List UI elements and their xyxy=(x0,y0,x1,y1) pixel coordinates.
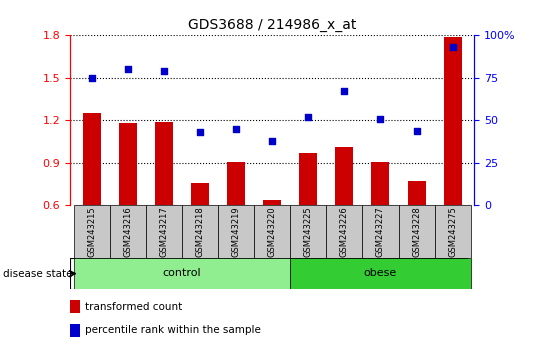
Title: GDS3688 / 214986_x_at: GDS3688 / 214986_x_at xyxy=(188,18,356,32)
Point xyxy=(376,116,385,121)
Text: GSM243215: GSM243215 xyxy=(87,206,96,257)
Point xyxy=(268,138,277,144)
Text: GSM243275: GSM243275 xyxy=(448,206,457,257)
Point xyxy=(87,75,96,81)
Bar xyxy=(398,205,434,258)
Bar xyxy=(155,122,173,205)
Text: transformed count: transformed count xyxy=(85,302,183,312)
Point xyxy=(232,126,240,132)
Bar xyxy=(110,205,146,258)
Bar xyxy=(444,37,462,205)
Text: GSM243220: GSM243220 xyxy=(268,206,277,257)
Bar xyxy=(407,181,426,205)
Text: obese: obese xyxy=(364,268,397,279)
Point xyxy=(340,88,349,94)
Bar xyxy=(290,258,471,289)
Bar xyxy=(299,153,317,205)
Point xyxy=(196,130,204,135)
Bar xyxy=(254,205,290,258)
Text: GSM243217: GSM243217 xyxy=(160,206,168,257)
Bar xyxy=(74,205,110,258)
Bar xyxy=(74,258,290,289)
Text: GSM243225: GSM243225 xyxy=(304,206,313,257)
Bar xyxy=(434,205,471,258)
Bar xyxy=(70,300,80,314)
Point xyxy=(160,68,168,74)
Bar xyxy=(218,205,254,258)
Bar xyxy=(146,205,182,258)
Bar xyxy=(326,205,362,258)
Text: control: control xyxy=(163,268,201,279)
Bar xyxy=(371,162,390,205)
Bar xyxy=(263,200,281,205)
Text: GSM243227: GSM243227 xyxy=(376,206,385,257)
Bar xyxy=(182,205,218,258)
Bar xyxy=(335,147,354,205)
Point xyxy=(123,67,132,72)
Text: GSM243216: GSM243216 xyxy=(123,206,132,257)
Text: GSM243228: GSM243228 xyxy=(412,206,421,257)
Bar xyxy=(119,123,137,205)
Point xyxy=(304,114,313,120)
Text: GSM243219: GSM243219 xyxy=(232,206,240,257)
Text: GSM243218: GSM243218 xyxy=(196,206,204,257)
Bar xyxy=(290,205,326,258)
Bar xyxy=(362,205,398,258)
Bar xyxy=(191,183,209,205)
Point xyxy=(412,128,421,133)
Bar xyxy=(227,162,245,205)
Text: percentile rank within the sample: percentile rank within the sample xyxy=(85,325,261,336)
Point xyxy=(448,45,457,50)
Text: GSM243226: GSM243226 xyxy=(340,206,349,257)
Bar xyxy=(70,324,80,337)
Text: disease state: disease state xyxy=(3,269,72,279)
Bar xyxy=(82,113,101,205)
